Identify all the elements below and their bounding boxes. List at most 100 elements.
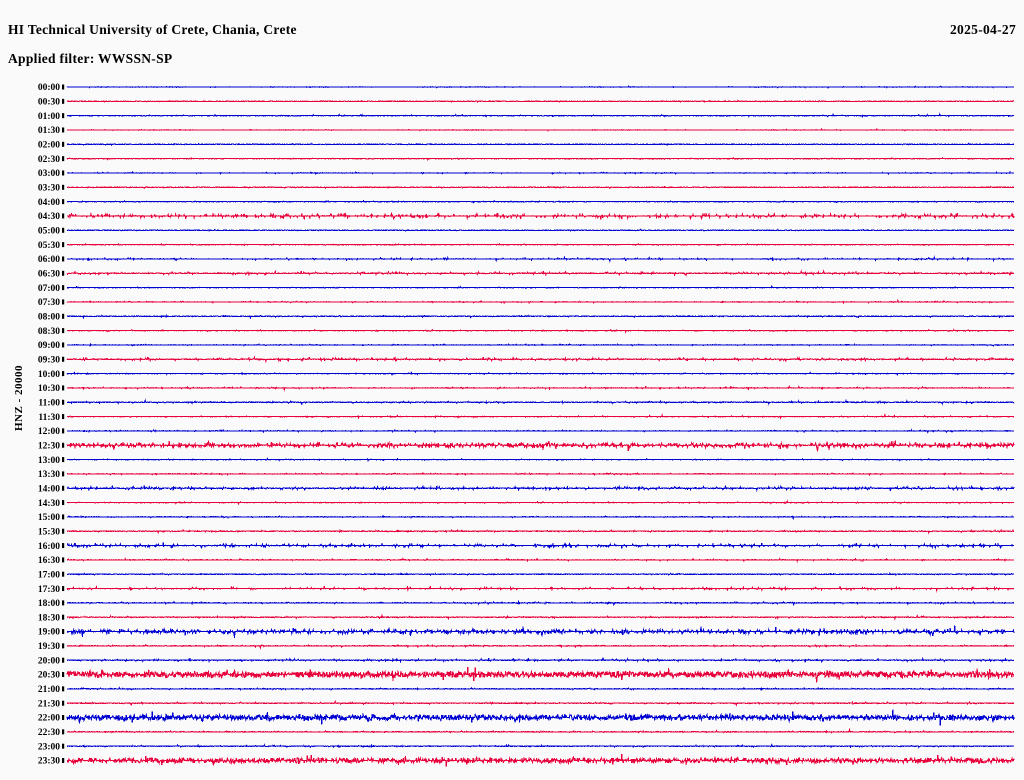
row-tick-icon bbox=[62, 428, 65, 434]
row-time-label: 10:30 bbox=[38, 384, 60, 394]
row-tick-icon bbox=[62, 213, 65, 219]
row-time-label: 18:30 bbox=[38, 613, 60, 623]
row-time-label: 11:30 bbox=[38, 413, 60, 423]
record-date: 2025-04-27 bbox=[950, 22, 1016, 37]
trace-row: 22:00 bbox=[38, 709, 1015, 726]
row-time-label: 08:30 bbox=[38, 327, 60, 337]
trace-row: 16:00 bbox=[38, 541, 1015, 552]
trace-row: 20:00 bbox=[38, 656, 1015, 666]
seismic-trace bbox=[66, 528, 1015, 535]
row-time-label: 17:00 bbox=[38, 570, 60, 580]
row-tick-icon bbox=[62, 557, 65, 563]
seismic-trace bbox=[66, 541, 1015, 550]
row-time-label: 06:00 bbox=[38, 255, 60, 265]
trace-row: 09:00 bbox=[38, 341, 1015, 351]
row-tick-icon bbox=[62, 571, 65, 577]
seismic-trace bbox=[66, 686, 1015, 692]
row-tick-icon bbox=[62, 614, 65, 620]
trace-row: 11:30 bbox=[38, 413, 1015, 423]
trace-row: 13:30 bbox=[38, 470, 1015, 480]
row-time-label: 10:00 bbox=[38, 370, 60, 380]
row-time-label: 23:00 bbox=[38, 742, 60, 752]
trace-row: 15:00 bbox=[38, 513, 1015, 523]
seismic-trace bbox=[66, 613, 1015, 621]
seismic-trace bbox=[66, 170, 1015, 176]
row-tick-icon bbox=[62, 758, 65, 764]
seismic-trace bbox=[66, 499, 1015, 506]
seismic-trace bbox=[66, 753, 1015, 767]
seismic-trace bbox=[66, 440, 1015, 453]
row-time-label: 16:30 bbox=[38, 556, 60, 566]
trace-row: 13:00 bbox=[38, 456, 1015, 466]
seismic-trace bbox=[66, 413, 1015, 420]
row-time-label: 09:30 bbox=[38, 355, 60, 365]
row-tick-icon bbox=[62, 127, 65, 133]
row-tick-icon bbox=[62, 328, 65, 334]
seismic-trace bbox=[66, 228, 1015, 232]
seismic-trace bbox=[66, 667, 1015, 683]
row-tick-icon bbox=[62, 113, 65, 119]
row-tick-icon bbox=[62, 657, 65, 663]
row-time-label: 20:30 bbox=[38, 671, 60, 681]
row-tick-icon bbox=[62, 356, 65, 362]
seismic-trace bbox=[66, 625, 1015, 638]
seismic-trace bbox=[66, 314, 1015, 320]
trace-row: 05:00 bbox=[38, 227, 1015, 237]
seismic-trace bbox=[66, 355, 1015, 364]
row-time-label: 13:30 bbox=[38, 470, 60, 480]
row-time-label: 05:30 bbox=[38, 241, 60, 251]
row-tick-icon bbox=[62, 371, 65, 377]
trace-row: 12:00 bbox=[38, 427, 1015, 437]
trace-row: 14:00 bbox=[38, 484, 1015, 494]
seismic-trace bbox=[66, 384, 1015, 392]
page-title: HI Technical University of Crete, Chania… bbox=[8, 22, 297, 37]
trace-row: 12:30 bbox=[38, 440, 1015, 453]
trace-row: 09:30 bbox=[38, 355, 1015, 365]
trace-row: 21:00 bbox=[38, 685, 1015, 695]
row-tick-icon bbox=[62, 270, 65, 276]
trace-row: 06:00 bbox=[38, 255, 1015, 265]
trace-row: 17:00 bbox=[38, 570, 1015, 580]
row-time-label: 14:30 bbox=[38, 499, 60, 509]
trace-row: 02:30 bbox=[38, 155, 1015, 165]
row-time-label: 19:30 bbox=[38, 642, 60, 652]
trace-row: 23:30 bbox=[38, 753, 1015, 767]
seismic-trace bbox=[66, 371, 1015, 377]
trace-row: 02:00 bbox=[38, 141, 1015, 151]
row-time-label: 22:30 bbox=[38, 728, 60, 738]
applied-filter-label: Applied filter: WWSSN-SP bbox=[8, 51, 173, 66]
trace-row: 16:30 bbox=[38, 556, 1015, 566]
row-time-label: 08:00 bbox=[38, 312, 60, 322]
row-time-label: 15:00 bbox=[38, 513, 60, 523]
row-time-label: 04:30 bbox=[38, 212, 60, 222]
row-time-label: 17:30 bbox=[38, 585, 60, 595]
seismic-trace bbox=[66, 699, 1015, 707]
trace-row: 18:30 bbox=[38, 613, 1015, 623]
seismic-trace bbox=[66, 398, 1015, 406]
trace-row: 04:00 bbox=[38, 198, 1015, 208]
row-tick-icon bbox=[62, 442, 65, 448]
row-tick-icon bbox=[62, 156, 65, 162]
row-tick-icon bbox=[62, 285, 65, 291]
trace-row: 03:00 bbox=[38, 169, 1015, 179]
row-tick-icon bbox=[62, 313, 65, 319]
row-time-label: 00:00 bbox=[38, 83, 60, 93]
row-tick-icon bbox=[62, 729, 65, 735]
row-tick-icon bbox=[62, 528, 65, 534]
seismic-trace bbox=[66, 471, 1015, 477]
seismic-trace bbox=[66, 727, 1015, 734]
trace-row: 00:30 bbox=[38, 98, 1015, 108]
trace-row: 05:30 bbox=[38, 241, 1015, 251]
row-tick-icon bbox=[62, 98, 65, 104]
trace-row: 07:30 bbox=[38, 298, 1014, 308]
trace-row: 03:30 bbox=[38, 184, 1015, 194]
row-tick-icon bbox=[62, 672, 65, 678]
helicorder-plot: 00:00 00:30 01:00 01:30 02:00 02:30 03:00 03:30… bbox=[0, 78, 1024, 778]
row-tick-icon bbox=[62, 242, 65, 248]
seismic-trace bbox=[66, 199, 1015, 204]
seismic-trace bbox=[66, 99, 1015, 104]
row-time-label: 23:30 bbox=[38, 757, 60, 767]
row-time-label: 02:30 bbox=[38, 155, 60, 165]
trace-row: 01:00 bbox=[38, 112, 1015, 122]
seismic-trace bbox=[66, 585, 1015, 593]
